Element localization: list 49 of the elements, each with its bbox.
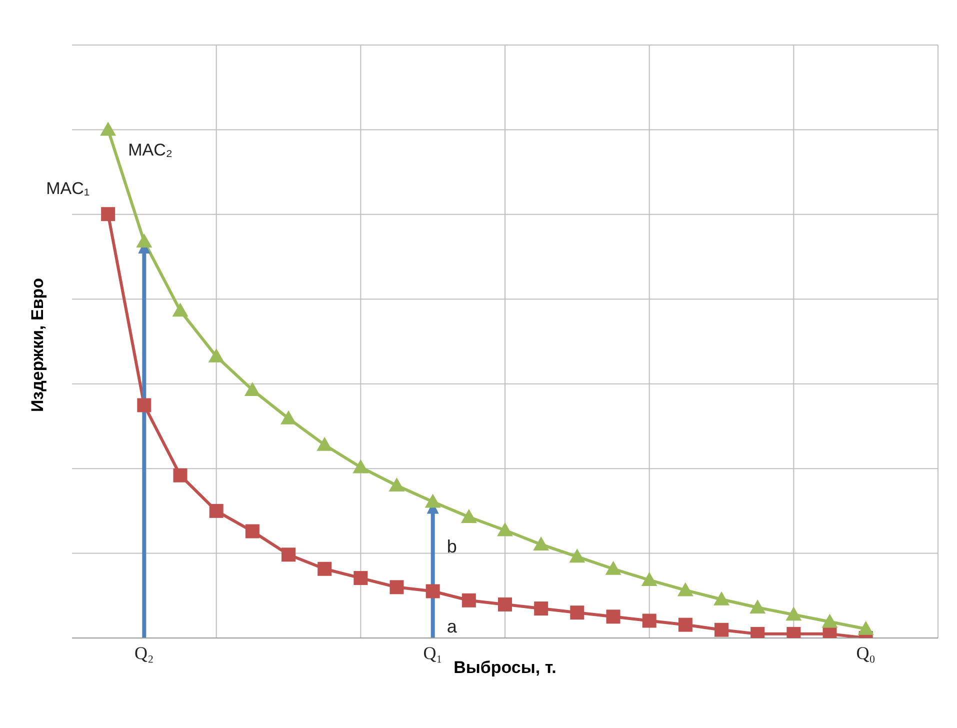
point bbox=[245, 524, 260, 538]
x-axis-title: Выбросы, т. bbox=[454, 658, 556, 677]
point bbox=[208, 348, 224, 362]
point bbox=[498, 597, 512, 612]
point bbox=[678, 618, 692, 632]
point bbox=[714, 622, 728, 637]
point bbox=[714, 591, 730, 606]
point bbox=[786, 606, 802, 621]
point bbox=[497, 522, 513, 536]
point bbox=[460, 509, 477, 524]
point bbox=[569, 548, 586, 563]
point bbox=[209, 504, 224, 518]
point bbox=[605, 560, 622, 575]
point bbox=[388, 478, 405, 492]
annotation: a bbox=[446, 616, 458, 636]
point bbox=[533, 536, 550, 550]
point bbox=[318, 562, 332, 576]
point bbox=[280, 410, 296, 424]
point bbox=[426, 584, 440, 598]
point bbox=[858, 620, 874, 635]
series-label: MAC₂ bbox=[128, 140, 172, 160]
series-label: MAC₁ bbox=[46, 179, 90, 198]
point bbox=[390, 580, 404, 594]
x-tick-label: Q₂ bbox=[134, 642, 154, 663]
point bbox=[137, 398, 152, 412]
y-axis-title: Издержки, Евро bbox=[28, 278, 48, 412]
point bbox=[424, 494, 441, 508]
point bbox=[822, 614, 838, 628]
x-tick-label: Q₁ bbox=[423, 642, 442, 663]
point bbox=[750, 600, 766, 614]
point bbox=[316, 436, 333, 451]
point bbox=[534, 602, 548, 616]
point bbox=[172, 302, 188, 317]
annotation: b bbox=[446, 536, 457, 557]
point bbox=[282, 548, 296, 562]
point bbox=[354, 571, 368, 586]
point bbox=[570, 606, 584, 620]
point bbox=[136, 234, 152, 248]
point bbox=[100, 122, 116, 136]
point bbox=[462, 593, 476, 608]
point bbox=[101, 207, 116, 222]
point bbox=[677, 582, 694, 596]
point bbox=[642, 614, 656, 628]
point bbox=[606, 610, 620, 624]
point bbox=[173, 468, 188, 482]
point bbox=[352, 459, 369, 474]
x-tick-label: Q₀ bbox=[856, 642, 876, 663]
point bbox=[244, 382, 260, 396]
point bbox=[641, 572, 658, 586]
